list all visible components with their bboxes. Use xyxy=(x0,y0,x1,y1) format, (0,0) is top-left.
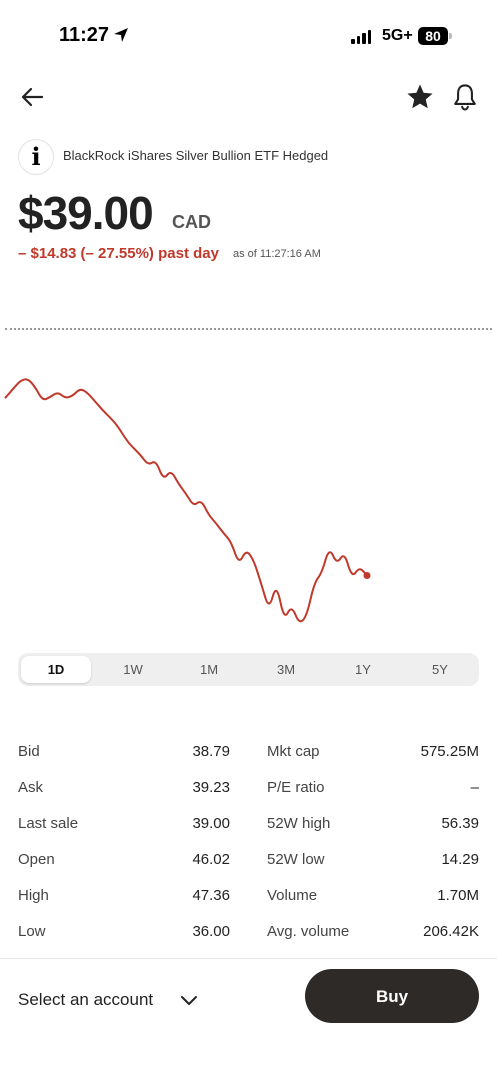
tab-1m[interactable]: 1M xyxy=(199,662,219,677)
current-price-dot xyxy=(363,572,371,580)
footer-divider xyxy=(0,958,497,959)
stat-label: Last sale xyxy=(18,815,79,832)
tab-1y[interactable]: 1Y xyxy=(355,662,371,677)
battery-nub xyxy=(449,33,452,39)
stat-value: 1.70M xyxy=(437,887,479,904)
tab-1d[interactable]: 1D xyxy=(21,656,91,683)
stat-label: Bid xyxy=(18,743,40,760)
security-logo-badge: i xyxy=(18,139,54,175)
account-selector[interactable]: Select an account xyxy=(18,990,154,1009)
stat-value: 36.00 xyxy=(192,923,230,940)
stat-value: 56.39 xyxy=(441,815,479,832)
stat-value: 575.25M xyxy=(420,743,479,760)
stat-value: 39.23 xyxy=(192,779,230,796)
network-type: 5G+ xyxy=(382,27,413,44)
previous-close-reference-line xyxy=(5,328,492,330)
stat-label: 52W high xyxy=(267,815,331,832)
security-name: BlackRock iShares Silver Bullion ETF Hed… xyxy=(63,148,329,163)
battery-icon: 80 xyxy=(418,27,448,45)
price-chart[interactable] xyxy=(0,330,497,640)
stat-value: 39.00 xyxy=(192,815,230,832)
stat-value: 206.42K xyxy=(423,923,479,940)
tab-5y[interactable]: 5Y xyxy=(432,662,448,677)
stat-label: Volume xyxy=(267,887,318,904)
price-change: – $14.83 (– 27.55%) past day xyxy=(18,245,219,262)
stat-value: 46.02 xyxy=(192,851,230,868)
stat-label: Open xyxy=(18,851,55,868)
stat-label: Low xyxy=(18,923,46,940)
stat-value: – xyxy=(470,779,479,796)
bell-icon[interactable] xyxy=(451,82,479,112)
status-bar: 11:27 5G+ 80 xyxy=(0,0,497,70)
range-selector: 1D 1W 1M 3M 1Y 5Y xyxy=(18,653,479,686)
star-icon[interactable] xyxy=(405,82,435,112)
stat-value: 14.29 xyxy=(441,851,479,868)
buy-button[interactable]: Buy xyxy=(305,969,479,1023)
price-line xyxy=(4,378,368,623)
current-price: $39.00 xyxy=(18,187,154,239)
stat-label: High xyxy=(18,887,49,904)
stat-label: Mkt cap xyxy=(267,743,320,760)
signal-strength-icon xyxy=(351,30,371,44)
back-arrow-icon[interactable] xyxy=(18,83,46,111)
status-time: 11:27 xyxy=(59,24,110,46)
stat-value: 38.79 xyxy=(192,743,230,760)
stat-label: Avg. volume xyxy=(267,923,350,940)
stat-label: P/E ratio xyxy=(267,779,325,796)
chevron-down-icon[interactable] xyxy=(180,994,198,1008)
tab-1w[interactable]: 1W xyxy=(123,662,143,677)
price-timestamp: as of 11:27:16 AM xyxy=(233,248,321,260)
tab-3m[interactable]: 3M xyxy=(276,662,296,677)
price-currency: CAD xyxy=(172,212,211,232)
stat-label: 52W low xyxy=(267,851,325,868)
location-arrow-icon xyxy=(114,28,128,42)
stat-label: Ask xyxy=(18,779,44,796)
stat-value: 47.36 xyxy=(192,887,230,904)
